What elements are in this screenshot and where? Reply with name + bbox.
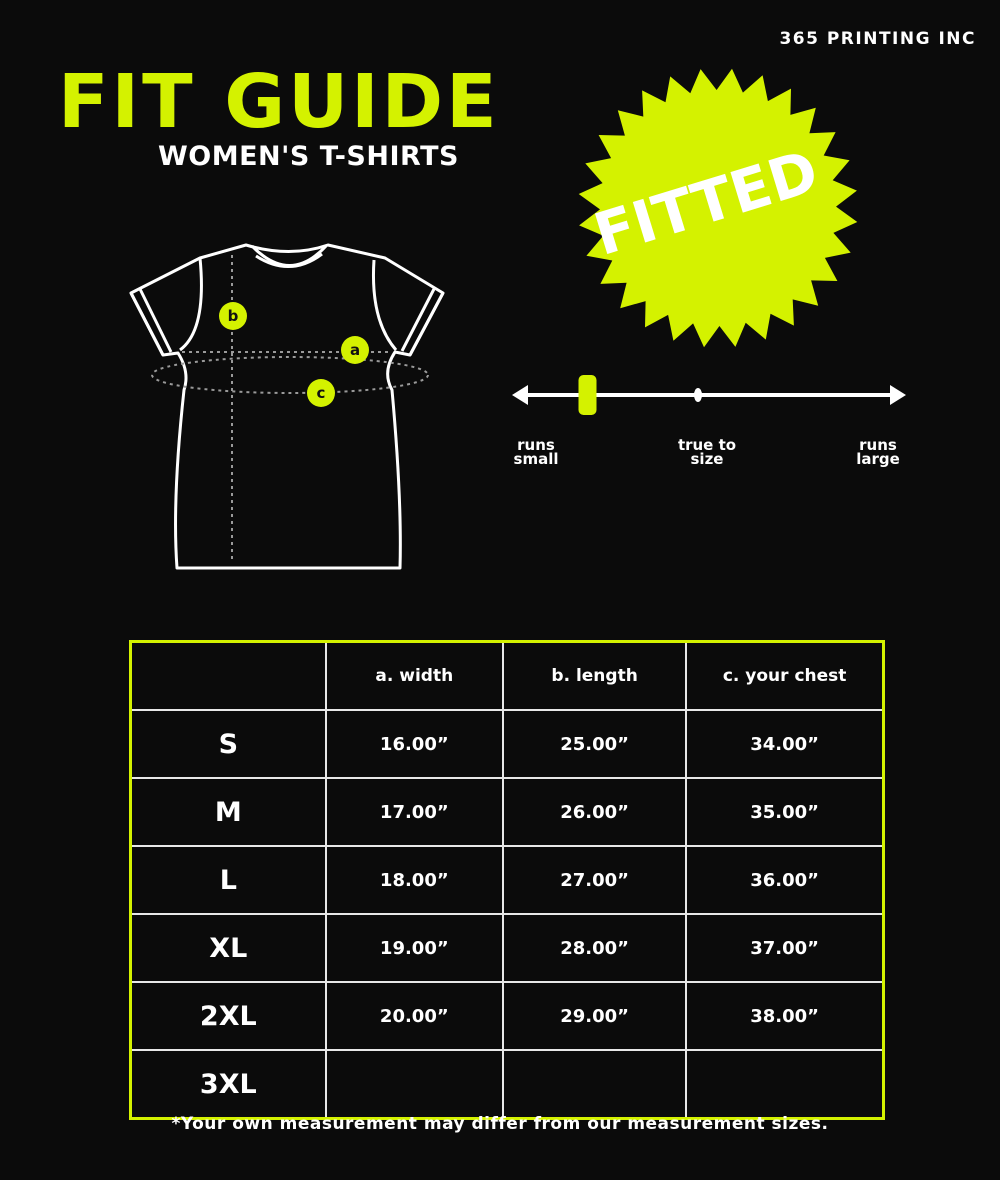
size-table: a. width b. length c. your chest S 16.00”…	[129, 640, 885, 1120]
header-size	[130, 641, 327, 711]
label-runs-large: runs large	[856, 436, 900, 468]
table-header-row: a. width b. length c. your chest	[130, 641, 884, 711]
true-to-size-tick	[694, 388, 702, 402]
width-cell: 20.00”	[324, 981, 504, 1051]
table-row: XL 19.00” 28.00” 37.00”	[130, 913, 884, 983]
svg-text:a: a	[350, 341, 360, 359]
label-true-to-size: true to size	[677, 436, 737, 468]
table-row: M 17.00” 26.00” 35.00”	[130, 777, 884, 847]
size-cell: L	[130, 845, 327, 915]
chest-cell: 38.00”	[685, 981, 884, 1051]
marker-b: b	[219, 302, 247, 330]
size-cell: M	[130, 777, 327, 847]
arrow-left-icon	[512, 385, 528, 405]
size-cell: 3XL	[130, 1049, 327, 1119]
table-row: L 18.00” 27.00” 36.00”	[130, 845, 884, 915]
length-cell	[501, 1049, 688, 1119]
chest-cell	[685, 1049, 884, 1119]
chest-cell: 37.00”	[685, 913, 884, 983]
length-cell: 25.00”	[501, 709, 688, 779]
header-length: b. length	[501, 641, 688, 711]
fit-scale	[512, 375, 906, 415]
page-title: FIT GUIDE	[58, 59, 500, 145]
fitted-badge-starburst	[578, 68, 858, 348]
width-cell: 18.00”	[324, 845, 504, 915]
header-chest: c. your chest	[685, 641, 884, 711]
length-cell: 29.00”	[501, 981, 688, 1051]
width-cell	[324, 1049, 504, 1119]
table-row: 3XL	[130, 1049, 884, 1119]
size-cell: XL	[130, 913, 327, 983]
chest-cell: 36.00”	[685, 845, 884, 915]
width-cell: 19.00”	[324, 913, 504, 983]
footnote: *Your own measurement may differ from ou…	[171, 1114, 829, 1134]
page-subtitle: WOMEN'S T-SHIRTS	[158, 141, 459, 172]
width-cell: 16.00”	[324, 709, 504, 779]
size-cell: 2XL	[130, 981, 327, 1051]
table-row: S 16.00” 25.00” 34.00”	[130, 709, 884, 779]
svg-text:c: c	[317, 384, 326, 402]
length-cell: 26.00”	[501, 777, 688, 847]
length-cell: 27.00”	[501, 845, 688, 915]
table-row: 2XL 20.00” 29.00” 38.00”	[130, 981, 884, 1051]
width-cell: 17.00”	[324, 777, 504, 847]
brand-name: 365 PRINTING INC	[779, 29, 976, 49]
header-width: a. width	[324, 641, 504, 711]
fit-level-marker	[578, 375, 597, 415]
svg-text:b: b	[228, 307, 239, 325]
length-cell: 28.00”	[501, 913, 688, 983]
tshirt-outline	[129, 243, 445, 570]
chest-cell: 34.00”	[685, 709, 884, 779]
size-cell: S	[130, 709, 327, 779]
label-runs-small: runs small	[513, 436, 559, 468]
marker-a: a	[341, 336, 369, 364]
measurement-guides	[151, 255, 429, 562]
arrow-right-icon	[890, 385, 906, 405]
chest-cell: 35.00”	[685, 777, 884, 847]
marker-c: c	[307, 379, 335, 407]
